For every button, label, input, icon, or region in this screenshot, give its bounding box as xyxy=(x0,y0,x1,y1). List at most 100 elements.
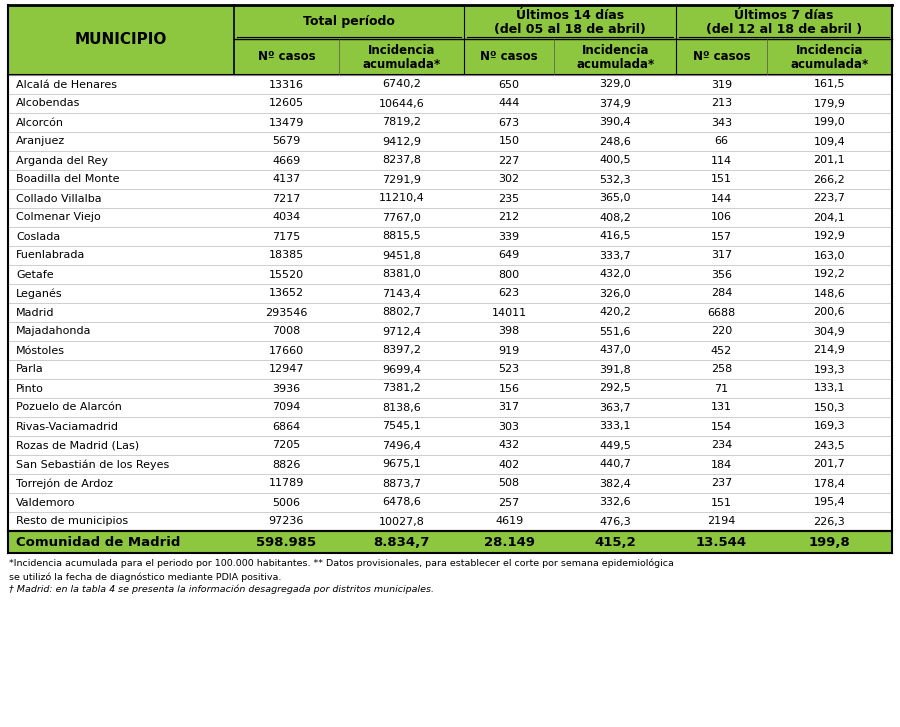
Text: 4137: 4137 xyxy=(273,174,301,185)
Text: acumulada*: acumulada* xyxy=(790,58,868,71)
Text: 258: 258 xyxy=(711,364,732,374)
Text: 243,5: 243,5 xyxy=(814,441,845,451)
Text: Madrid: Madrid xyxy=(16,308,55,318)
Text: 329,0: 329,0 xyxy=(599,79,631,89)
Text: Pozuelo de Alarcón: Pozuelo de Alarcón xyxy=(16,403,122,412)
Bar xyxy=(8,322,892,341)
Text: 8381,0: 8381,0 xyxy=(382,270,420,279)
Text: 11210,4: 11210,4 xyxy=(378,193,424,204)
Text: 17660: 17660 xyxy=(269,345,304,356)
Text: 343: 343 xyxy=(711,118,732,127)
Text: 8237,8: 8237,8 xyxy=(382,156,421,166)
Text: 8138,6: 8138,6 xyxy=(382,403,420,412)
Text: acumulada*: acumulada* xyxy=(576,58,654,71)
Text: Colmenar Viejo: Colmenar Viejo xyxy=(16,212,101,222)
Text: 5006: 5006 xyxy=(273,497,301,507)
Text: 235: 235 xyxy=(499,193,519,204)
Text: Total período: Total período xyxy=(303,15,395,28)
Bar xyxy=(8,246,892,265)
Text: 12947: 12947 xyxy=(269,364,304,374)
Bar xyxy=(8,512,892,531)
Bar xyxy=(8,436,892,455)
Text: Collado Villalba: Collado Villalba xyxy=(16,193,102,204)
Text: 523: 523 xyxy=(499,364,519,374)
Text: Pinto: Pinto xyxy=(16,384,44,393)
Text: 14011: 14011 xyxy=(491,308,526,318)
Text: 6864: 6864 xyxy=(273,422,301,432)
Bar xyxy=(8,75,892,94)
Text: Boadilla del Monte: Boadilla del Monte xyxy=(16,174,120,185)
Text: 304,9: 304,9 xyxy=(814,326,845,337)
Bar xyxy=(8,341,892,360)
Bar xyxy=(8,170,892,189)
Text: 199,8: 199,8 xyxy=(808,536,850,548)
Text: 363,7: 363,7 xyxy=(599,403,631,412)
Text: 440,7: 440,7 xyxy=(599,459,631,470)
Text: 432: 432 xyxy=(499,441,520,451)
Text: 7143,4: 7143,4 xyxy=(382,289,420,299)
Text: 7819,2: 7819,2 xyxy=(382,118,421,127)
Text: 452: 452 xyxy=(711,345,732,356)
Bar xyxy=(8,417,892,436)
Text: (del 12 al 18 de abril ): (del 12 al 18 de abril ) xyxy=(706,23,862,36)
Text: Rivas-Vaciamadrid: Rivas-Vaciamadrid xyxy=(16,422,119,432)
Bar xyxy=(8,151,892,170)
Text: 4669: 4669 xyxy=(273,156,301,166)
Text: Getafe: Getafe xyxy=(16,270,54,279)
Text: 184: 184 xyxy=(711,459,732,470)
Text: 6478,6: 6478,6 xyxy=(382,497,420,507)
Text: 8397,2: 8397,2 xyxy=(382,345,421,356)
Text: 8815,5: 8815,5 xyxy=(382,231,420,241)
Text: 333,1: 333,1 xyxy=(599,422,631,432)
Text: 169,3: 169,3 xyxy=(814,422,845,432)
Text: 156: 156 xyxy=(499,384,519,393)
Text: 10027,8: 10027,8 xyxy=(378,516,424,526)
Bar xyxy=(8,303,892,322)
Text: 4619: 4619 xyxy=(495,516,523,526)
Text: 303: 303 xyxy=(499,422,519,432)
Text: 163,0: 163,0 xyxy=(814,251,845,260)
Text: Incidencia: Incidencia xyxy=(367,44,435,57)
Text: 9675,1: 9675,1 xyxy=(382,459,420,470)
Text: 195,4: 195,4 xyxy=(814,497,845,507)
Text: 432,0: 432,0 xyxy=(599,270,631,279)
Bar xyxy=(8,398,892,417)
Text: 293546: 293546 xyxy=(266,308,308,318)
Text: Aranjuez: Aranjuez xyxy=(16,137,65,147)
Text: 114: 114 xyxy=(711,156,732,166)
Text: 234: 234 xyxy=(711,441,732,451)
Text: 319: 319 xyxy=(711,79,732,89)
Text: 13.544: 13.544 xyxy=(696,536,747,548)
Text: Alcalá de Henares: Alcalá de Henares xyxy=(16,79,117,89)
Text: 66: 66 xyxy=(715,137,728,147)
Text: 201,7: 201,7 xyxy=(814,459,845,470)
Text: 192,9: 192,9 xyxy=(814,231,845,241)
Bar xyxy=(8,360,892,379)
Text: 598.985: 598.985 xyxy=(256,536,317,548)
Text: 551,6: 551,6 xyxy=(599,326,631,337)
Text: 302: 302 xyxy=(499,174,519,185)
Bar xyxy=(8,5,892,75)
Text: 6688: 6688 xyxy=(707,308,735,318)
Text: 7545,1: 7545,1 xyxy=(382,422,420,432)
Text: 109,4: 109,4 xyxy=(814,137,845,147)
Text: 650: 650 xyxy=(499,79,519,89)
Text: 649: 649 xyxy=(499,251,520,260)
Text: 178,4: 178,4 xyxy=(814,478,845,489)
Text: 13316: 13316 xyxy=(269,79,304,89)
Text: 133,1: 133,1 xyxy=(814,384,845,393)
Text: 227: 227 xyxy=(499,156,520,166)
Text: 437,0: 437,0 xyxy=(599,345,631,356)
Bar xyxy=(8,531,892,553)
Text: Resto de municipios: Resto de municipios xyxy=(16,516,128,526)
Text: Nº casos: Nº casos xyxy=(693,50,751,63)
Text: 5679: 5679 xyxy=(273,137,301,147)
Text: Nº casos: Nº casos xyxy=(481,50,538,63)
Bar xyxy=(8,455,892,474)
Text: 390,4: 390,4 xyxy=(599,118,631,127)
Text: 214,9: 214,9 xyxy=(814,345,845,356)
Text: 18385: 18385 xyxy=(269,251,304,260)
Text: 150,3: 150,3 xyxy=(814,403,845,412)
Text: 7205: 7205 xyxy=(273,441,301,451)
Text: 420,2: 420,2 xyxy=(599,308,631,318)
